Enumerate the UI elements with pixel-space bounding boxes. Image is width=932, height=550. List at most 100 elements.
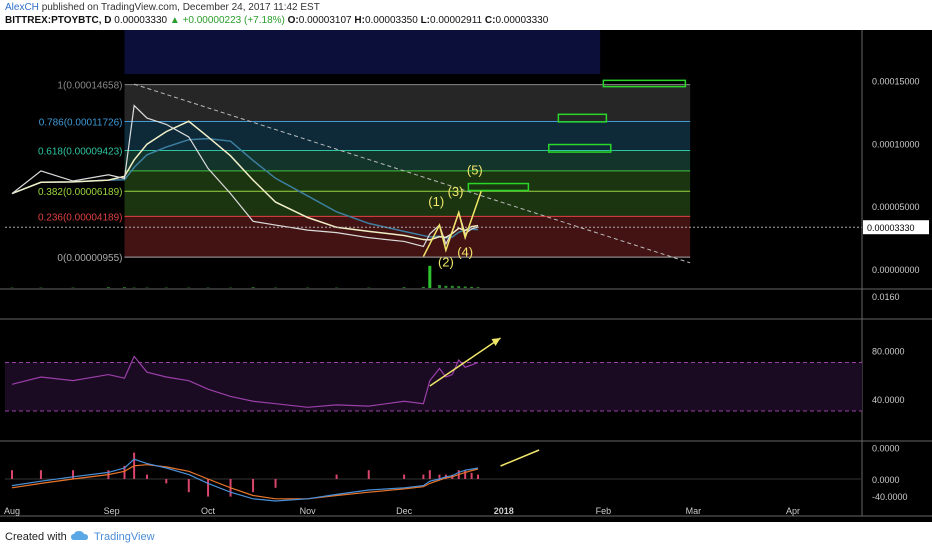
ma-slow-line xyxy=(11,137,479,239)
rsi-trend-arrow xyxy=(429,337,501,387)
fib-level-label: 0.786(0.00011726) xyxy=(39,118,123,129)
low-value: 0.00002911 xyxy=(430,15,483,26)
macd-histogram-bar xyxy=(464,470,467,479)
last-price: 0.00003330 xyxy=(114,15,168,26)
tradingview-cloud-icon xyxy=(71,531,88,540)
macd-histogram-bar xyxy=(477,474,480,479)
macd-histogram-bar xyxy=(428,470,431,479)
macd-histogram-bar xyxy=(123,465,126,479)
time-axis-tick: Sep xyxy=(104,506,120,516)
wave-label: (5) xyxy=(467,163,483,178)
time-axis-tick: Mar xyxy=(686,506,702,516)
volume-bar xyxy=(421,286,425,288)
chart-canvas[interactable]: 1(0.00014658) 0.786(0.00011726) 0.618(0.00… xyxy=(0,30,932,522)
macd-histogram-bar xyxy=(335,474,338,479)
fib-band xyxy=(124,84,691,122)
macd-axis-tick: 0.0000 xyxy=(872,475,900,485)
time-axis-tick: Oct xyxy=(201,506,216,516)
price-axis-tick: 0.00015000 xyxy=(872,76,920,86)
open-value: 0.00003107 xyxy=(298,15,352,26)
fib-level-label: 1(0.00014658) xyxy=(57,81,122,92)
macd-histogram-bar xyxy=(403,474,406,479)
volume-bar xyxy=(450,285,454,288)
last-price-tag-label: 0.00003330 xyxy=(867,223,915,233)
drawing-highlight xyxy=(124,30,601,75)
volume-bar xyxy=(463,286,467,288)
macd-histogram-bar xyxy=(11,470,13,479)
fib-level-label: 0.382(0.00006189) xyxy=(38,187,123,198)
volume-bar xyxy=(470,286,474,288)
volume-bar xyxy=(428,265,432,288)
ohlc-line: BITTREX:PTOYBTC, D 0.00003330 ▲ +0.00000… xyxy=(5,15,548,26)
rsi-line xyxy=(11,355,479,408)
price-change: ▲ +0.00000223 (+7.18%) xyxy=(169,15,285,26)
time-axis-tick: Aug xyxy=(4,506,20,516)
volume-bar xyxy=(402,287,406,288)
macd-histogram-bar xyxy=(470,472,473,479)
high-label: H: xyxy=(354,15,365,26)
tradingview-link[interactable]: TradingView xyxy=(94,531,155,543)
macd-histogram-bar xyxy=(438,474,441,479)
fib-level-label: 0.618(0.00009423) xyxy=(38,147,123,158)
macd-histogram-bar xyxy=(422,474,425,479)
macd-histogram-bar xyxy=(367,470,370,479)
fib-level-label: 0(0.00000955) xyxy=(57,253,122,264)
target-box xyxy=(602,79,687,88)
time-axis-tick: Apr xyxy=(786,506,800,516)
time-axis-tick: Dec xyxy=(396,506,413,516)
rsi-axis-tick: 0.0000 xyxy=(872,443,900,453)
wave-label: (3) xyxy=(448,184,464,199)
target-box xyxy=(547,143,612,153)
macd-histogram-bar xyxy=(207,479,210,497)
macd-histogram-bar xyxy=(187,479,190,493)
macd-histogram-bar xyxy=(39,470,42,479)
wave-label: (2) xyxy=(438,255,454,270)
rsi-arrowhead xyxy=(491,338,501,346)
macd-histogram-bar xyxy=(165,479,168,484)
publish-info: published on TradingView.com, December 2… xyxy=(41,2,320,13)
price-axis-tick: 0.00000000 xyxy=(872,265,920,275)
wave-label: (1) xyxy=(428,194,444,209)
fib-band xyxy=(124,121,691,151)
high-value: 0.00003350 xyxy=(364,15,418,26)
last-price-tag xyxy=(863,220,929,235)
macd-histogram-bar xyxy=(72,470,75,479)
fib-band xyxy=(124,150,691,171)
price-axis-tick: 0.00010000 xyxy=(872,139,920,149)
macd-histogram-bar xyxy=(145,474,148,479)
volume-bar xyxy=(444,285,448,288)
close-value: 0.00003330 xyxy=(495,15,549,26)
volume-bar xyxy=(476,287,480,288)
fib-band xyxy=(124,170,691,192)
volume-bar xyxy=(251,287,255,288)
wave-path xyxy=(422,190,482,257)
volume-bar xyxy=(106,287,110,288)
volume-bar xyxy=(122,287,126,288)
time-axis-tick: 2018 xyxy=(494,506,514,516)
macd-trend-arrow xyxy=(500,449,540,467)
target-box xyxy=(467,182,530,192)
macd-histogram-bar xyxy=(252,479,255,493)
created-with-label: Created with xyxy=(5,531,67,543)
rsi-axis-tick: -40.0000 xyxy=(872,492,908,502)
time-axis-tick: Feb xyxy=(596,506,612,516)
close-label: C: xyxy=(484,15,496,26)
price-axis-tick: 0.00005000 xyxy=(872,202,920,212)
trend-line xyxy=(133,83,691,264)
time-axis-tick: Nov xyxy=(300,506,317,516)
macd-signal-line xyxy=(11,464,479,500)
chart-header: AlexCH published on TradingView.com, Dec… xyxy=(0,0,932,30)
volume-bar xyxy=(437,285,441,288)
volume-axis-tick: 0.0160 xyxy=(872,292,900,302)
publish-line: AlexCH published on TradingView.com, Dec… xyxy=(5,2,320,13)
author-link[interactable]: AlexCH xyxy=(5,2,39,13)
symbol-label: BITTREX:PTOYBTC, D xyxy=(5,15,112,26)
rsi-axis-tick: 40.0000 xyxy=(872,395,905,405)
fib-band xyxy=(124,191,691,217)
volume-bar xyxy=(457,286,461,288)
low-label: L: xyxy=(420,15,431,26)
fib-level-label: 0.236(0.00004189) xyxy=(38,212,123,223)
macd-histogram-bar xyxy=(274,479,277,488)
rsi-band-fill xyxy=(5,362,862,411)
footer: Created with TradingView xyxy=(0,522,932,550)
